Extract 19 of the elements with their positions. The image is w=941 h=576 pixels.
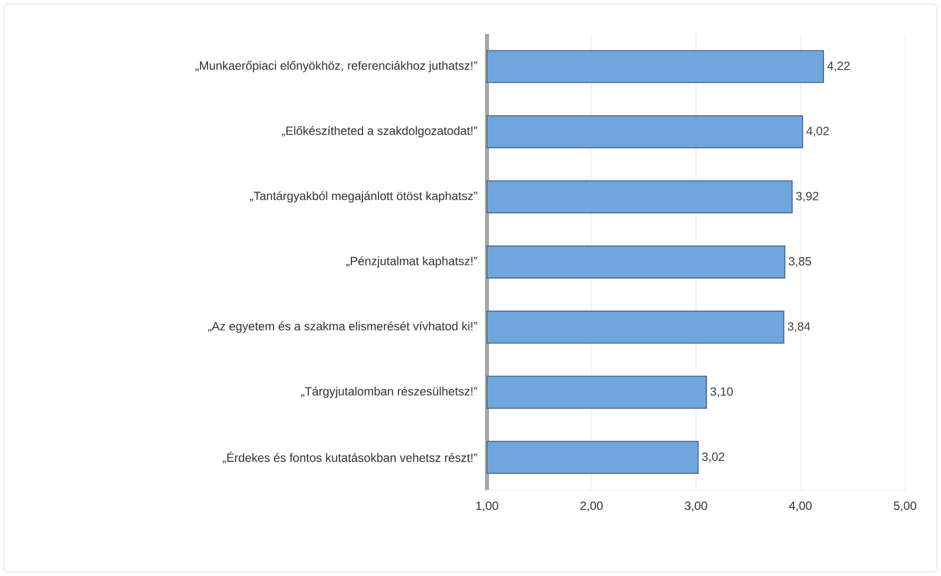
y-tick-label: „Az egyetem és a szakma elismerését vívhatod ki!” — [208, 322, 478, 333]
y-tick-label: „Érdekes és fontos kutatásokban vehetsz részt!” — [222, 451, 478, 464]
data-label: 4,02 — [806, 126, 829, 137]
data-label: 4,22 — [827, 62, 850, 72]
x-tick-label: 3,00 — [684, 502, 708, 512]
y-tick-label: „Pénzjutalmat kaphatsz!” — [346, 256, 478, 268]
data-label: 3,92 — [796, 192, 818, 202]
x-tick-label: 5,00 — [894, 502, 916, 512]
y-tick-label: „Tárgyjutalomban részesülhetsz!” — [301, 386, 478, 398]
x-tick-label: 1,00 — [476, 502, 498, 512]
data-label: 3,84 — [788, 322, 810, 332]
data-label: 3,10 — [710, 387, 733, 398]
data-label: 3,85 — [788, 257, 812, 267]
x-tick-label: 4,00 — [789, 502, 812, 512]
y-tick-label: „Munkaerőpiaci előnyökhöz, referenciákhoz juthatsz!” — [196, 60, 478, 72]
data-label: 3,02 — [702, 452, 724, 462]
y-tick-label: „Előkészítheted a szakdolgozatodat!” — [282, 126, 478, 138]
x-tick-label: 2,00 — [580, 502, 603, 512]
y-tick-label: „Tantárgyakból megajánlott ötöst kaphatsz” — [250, 191, 478, 202]
